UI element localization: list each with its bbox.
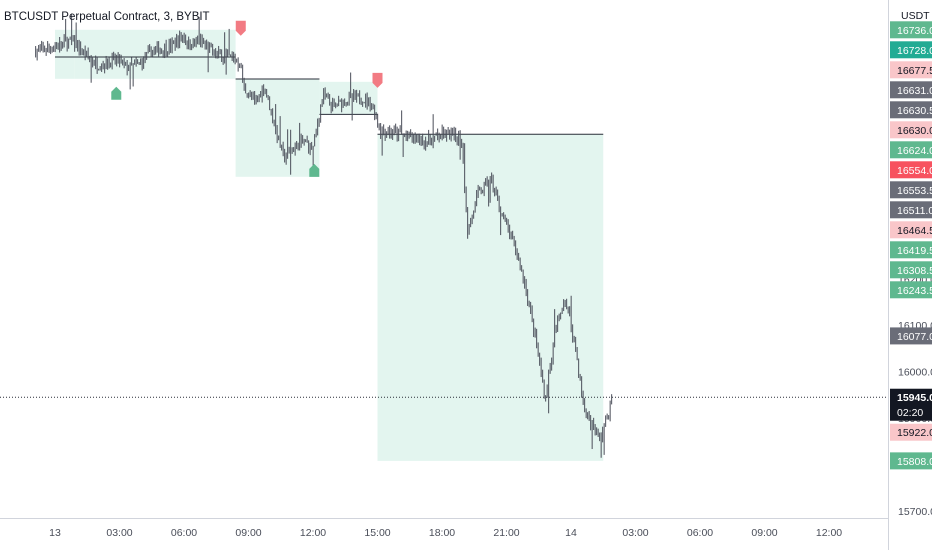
price-badge-label: 16308.5 (897, 265, 932, 277)
price-badge-label: 16630.0 (897, 125, 932, 137)
price-badge-label: 16736.0 (897, 25, 932, 37)
currency-label: USDT (901, 10, 930, 22)
price-badge[interactable] (890, 101, 932, 119)
signal-down-marker (372, 72, 383, 88)
candles (35, 13, 613, 458)
x-tick-label: 12:00 (816, 527, 842, 539)
price-badge-label: 15922.0 (897, 427, 932, 439)
signal-markers (111, 20, 383, 177)
price-badge-label: 16077.0 (897, 331, 932, 343)
countdown-label: 02:20 (897, 407, 923, 419)
price-badge[interactable] (890, 61, 932, 79)
range-box (319, 81, 378, 115)
x-tick-label: 14 (565, 527, 577, 539)
price-badge[interactable] (890, 81, 932, 99)
price-badge-label: 16419.5 (897, 245, 932, 257)
price-badge-label: 16631.0 (897, 85, 932, 97)
x-tick-label: 18:00 (429, 527, 455, 539)
y-tick-label: 15700.0 (898, 506, 932, 518)
price-badge[interactable] (890, 241, 932, 259)
price-badge[interactable] (890, 388, 932, 421)
x-tick-label: 06:00 (171, 527, 197, 539)
price-badge[interactable] (890, 221, 932, 239)
x-tick-label: 12:00 (300, 527, 326, 539)
price-badge[interactable] (890, 261, 932, 279)
range-box (74, 29, 236, 79)
price-badge-label: 15808.0 (897, 456, 932, 468)
x-tick-label: 15:00 (364, 527, 390, 539)
price-badge-label: 16511.0 (897, 205, 932, 217)
x-tick-label: 09:00 (235, 527, 261, 539)
signal-up-marker (309, 163, 320, 177)
signal-up-marker (111, 86, 122, 100)
price-badge[interactable] (890, 21, 932, 39)
price-badge-label: 16624.0 (897, 145, 932, 157)
price-badge[interactable] (890, 181, 932, 199)
chart-title: BTCUSDT Perpetual Contract, 3, BYBIT (4, 11, 210, 23)
x-tick-label: 21:00 (493, 527, 519, 539)
y-tick-label: 16000.0 (898, 367, 932, 379)
price-badge[interactable] (890, 41, 932, 59)
price-badge-label: 16243.5 (897, 285, 932, 297)
signal-down-marker (235, 20, 246, 36)
price-badge-label: 16677.5 (897, 65, 932, 77)
price-badge[interactable] (890, 423, 932, 441)
price-badge[interactable] (890, 281, 932, 299)
x-tick-label: 09:00 (751, 527, 777, 539)
price-badge[interactable] (890, 201, 932, 219)
x-tick-label: 13 (49, 527, 61, 539)
price-badge[interactable] (890, 327, 932, 345)
range-boxes (55, 29, 604, 461)
price-badge-label: 16728.0 (897, 45, 932, 57)
price-axis-labels[interactable]: 16736.0 16728.0 16677.5 16631.0 16630.5 16630… (890, 21, 932, 470)
price-badge[interactable] (890, 121, 932, 139)
x-tick-label: 03:00 (106, 527, 132, 539)
price-badge[interactable] (890, 161, 932, 179)
price-badge[interactable] (890, 141, 932, 159)
price-badge-label: 16554.0 (897, 165, 932, 177)
price-badge-label: 16553.5 (897, 185, 932, 197)
price-badge-label: 16630.5 (897, 105, 932, 117)
price-badge-label: 16464.5 (897, 225, 932, 237)
price-badge[interactable] (890, 452, 932, 470)
x-tick-label: 03:00 (622, 527, 648, 539)
x-tick-label: 06:00 (687, 527, 713, 539)
price-badge-label: 15945.0 (897, 392, 932, 404)
